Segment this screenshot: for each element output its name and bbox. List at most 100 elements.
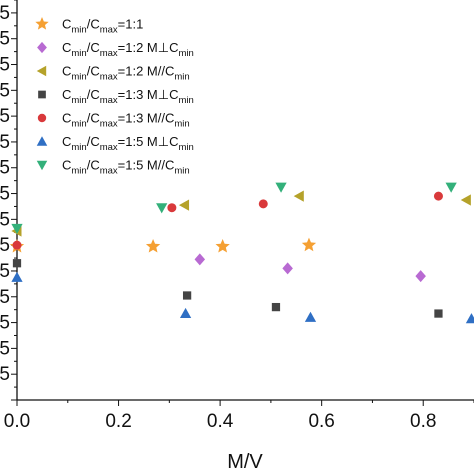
legend-label-part: C xyxy=(62,64,71,79)
x-tick-label: 0.6 xyxy=(308,411,334,432)
y-tick-label-stub: 5 xyxy=(0,106,10,127)
legend-label-part: max xyxy=(100,119,118,130)
legend-entry-3: Cmin/Cmax=1:2 M//Cmin xyxy=(62,64,190,83)
legend-label-part: max xyxy=(100,166,118,177)
data-point-series-1 xyxy=(301,237,317,252)
x-tick-label: 0.0 xyxy=(4,411,30,432)
y-tick-label-stub: 5 xyxy=(0,287,10,308)
data-point-series-1 xyxy=(145,238,161,253)
x-tick-label: 0.4 xyxy=(207,411,234,432)
legend-label-part: /C xyxy=(87,64,100,79)
legend-label-part: =1:3 M//C xyxy=(118,111,175,126)
y-tick-label-stub: 5 xyxy=(0,261,10,282)
data-point-series-1 xyxy=(215,238,230,253)
legend-label-part: C xyxy=(62,111,71,126)
y-tick-label-stub: 5 xyxy=(0,364,10,385)
legend-label-part: min xyxy=(174,119,189,130)
y-tick-label-stub: 5 xyxy=(0,313,10,334)
legend-marker-6 xyxy=(36,136,48,146)
legend-marker-3 xyxy=(36,65,47,77)
legend-label-part: min xyxy=(71,166,86,177)
legend-label-part: max xyxy=(100,48,118,59)
legend-label-part: =1:3 M⊥C xyxy=(118,87,179,102)
data-point-series-7 xyxy=(156,203,168,214)
legend-entry-4: Cmin/Cmax=1:3 M⊥Cmin xyxy=(62,87,194,106)
y-tick-label-stub: 5 xyxy=(0,209,10,230)
legend-label-part: =1:5 M⊥C xyxy=(118,134,179,149)
legend-label-part: max xyxy=(100,95,118,106)
legend-label-part: C xyxy=(62,87,71,102)
data-point-series-4 xyxy=(182,291,192,300)
legend-entry-1: Cmin/Cmax=1:1 xyxy=(62,17,143,36)
x-tick-label: 0.8 xyxy=(410,411,436,432)
data-point-series-2 xyxy=(194,253,206,266)
y-tick-label-stub: 5 xyxy=(0,338,10,359)
data-point-series-2 xyxy=(415,270,426,283)
legend-label-part: min xyxy=(71,25,86,36)
legend-label-part: =1:2 M//C xyxy=(118,64,175,79)
legend-entry-5: Cmin/Cmax=1:3 M//Cmin xyxy=(62,111,190,130)
y-tick-label-stub: 5 xyxy=(0,29,10,50)
legend-label-part: min xyxy=(71,119,86,130)
legend-label-part: min xyxy=(71,142,86,153)
legend-marker-7 xyxy=(36,160,48,171)
legend-label-part: min xyxy=(174,72,189,83)
data-point-series-7 xyxy=(275,182,287,193)
legend-label-part: min xyxy=(178,95,193,106)
data-point-series-2 xyxy=(282,262,293,275)
data-point-series-3 xyxy=(460,194,471,206)
legend-label-part: =1:5 M//C xyxy=(118,158,175,173)
data-point-series-4 xyxy=(12,259,22,268)
data-point-series-5 xyxy=(167,203,177,213)
data-point-series-3 xyxy=(293,190,304,202)
legend-label-part: =1:2 M⊥C xyxy=(118,40,179,55)
legend-label-part: max xyxy=(100,72,118,83)
data-point-series-4 xyxy=(271,302,281,312)
legend-label-part: C xyxy=(62,17,71,32)
legend-label-part: max xyxy=(100,25,118,36)
legend-label-part: max xyxy=(100,142,118,153)
legend-label-part: /C xyxy=(87,40,100,55)
axes: 5 5 5 5 5 5 5 5 5 5 5 5 5 5 5 0.0 0.2 0.4 0.6 0.8 xyxy=(0,0,474,432)
data-point-series-5 xyxy=(433,191,443,201)
legend-label-part: /C xyxy=(87,111,100,126)
data-point-series-3 xyxy=(178,199,190,211)
data-point-series-6 xyxy=(465,313,474,324)
legend-entry-2: Cmin/Cmax=1:2 M⊥Cmin xyxy=(62,40,194,59)
data-point-series-5 xyxy=(12,240,22,250)
legend-label-part: min xyxy=(174,166,189,177)
legend-label-part: min xyxy=(71,95,86,106)
data-point-series-4 xyxy=(434,309,443,318)
y-tick-label-stub: 5 xyxy=(0,55,10,76)
legend-marker-5 xyxy=(37,113,47,123)
legend-label-part: /C xyxy=(87,87,100,102)
x-axis-title: M/V xyxy=(227,451,263,473)
legend-label-part: C xyxy=(62,134,71,149)
y-tick-label-stub: 5 xyxy=(0,132,10,153)
data-point-series-6 xyxy=(304,311,317,322)
data-point-series-5 xyxy=(258,199,268,209)
data-points xyxy=(9,182,474,324)
y-tick-label-stub: 5 xyxy=(0,80,10,101)
y-tick-label-stub: 5 xyxy=(0,184,10,205)
x-tick-label: 0.2 xyxy=(105,411,131,432)
legend-label-part: min xyxy=(178,48,193,59)
legend-label-part: /C xyxy=(87,134,100,149)
y-tick-label-stub: 5 xyxy=(0,158,10,179)
legend-marker-4 xyxy=(38,90,46,99)
legend-label-part: C xyxy=(62,40,71,55)
legend-label-part: /C xyxy=(87,17,100,32)
legend-label-part: min xyxy=(71,72,86,83)
legend-label-part: min xyxy=(178,142,193,153)
legend-entry-6: Cmin/Cmax=1:5 M⊥Cmin xyxy=(62,134,194,153)
data-point-series-6 xyxy=(11,271,23,282)
legend-label-part: C xyxy=(62,158,71,173)
data-point-series-6 xyxy=(179,307,192,319)
legend-marker-1 xyxy=(35,17,49,30)
legend-entry-7: Cmin/Cmax=1:5 M//Cmin xyxy=(62,158,190,177)
y-tick-label-stub: 5 xyxy=(0,235,10,256)
data-point-series-7 xyxy=(445,182,457,193)
data-point-series-7 xyxy=(11,223,23,235)
